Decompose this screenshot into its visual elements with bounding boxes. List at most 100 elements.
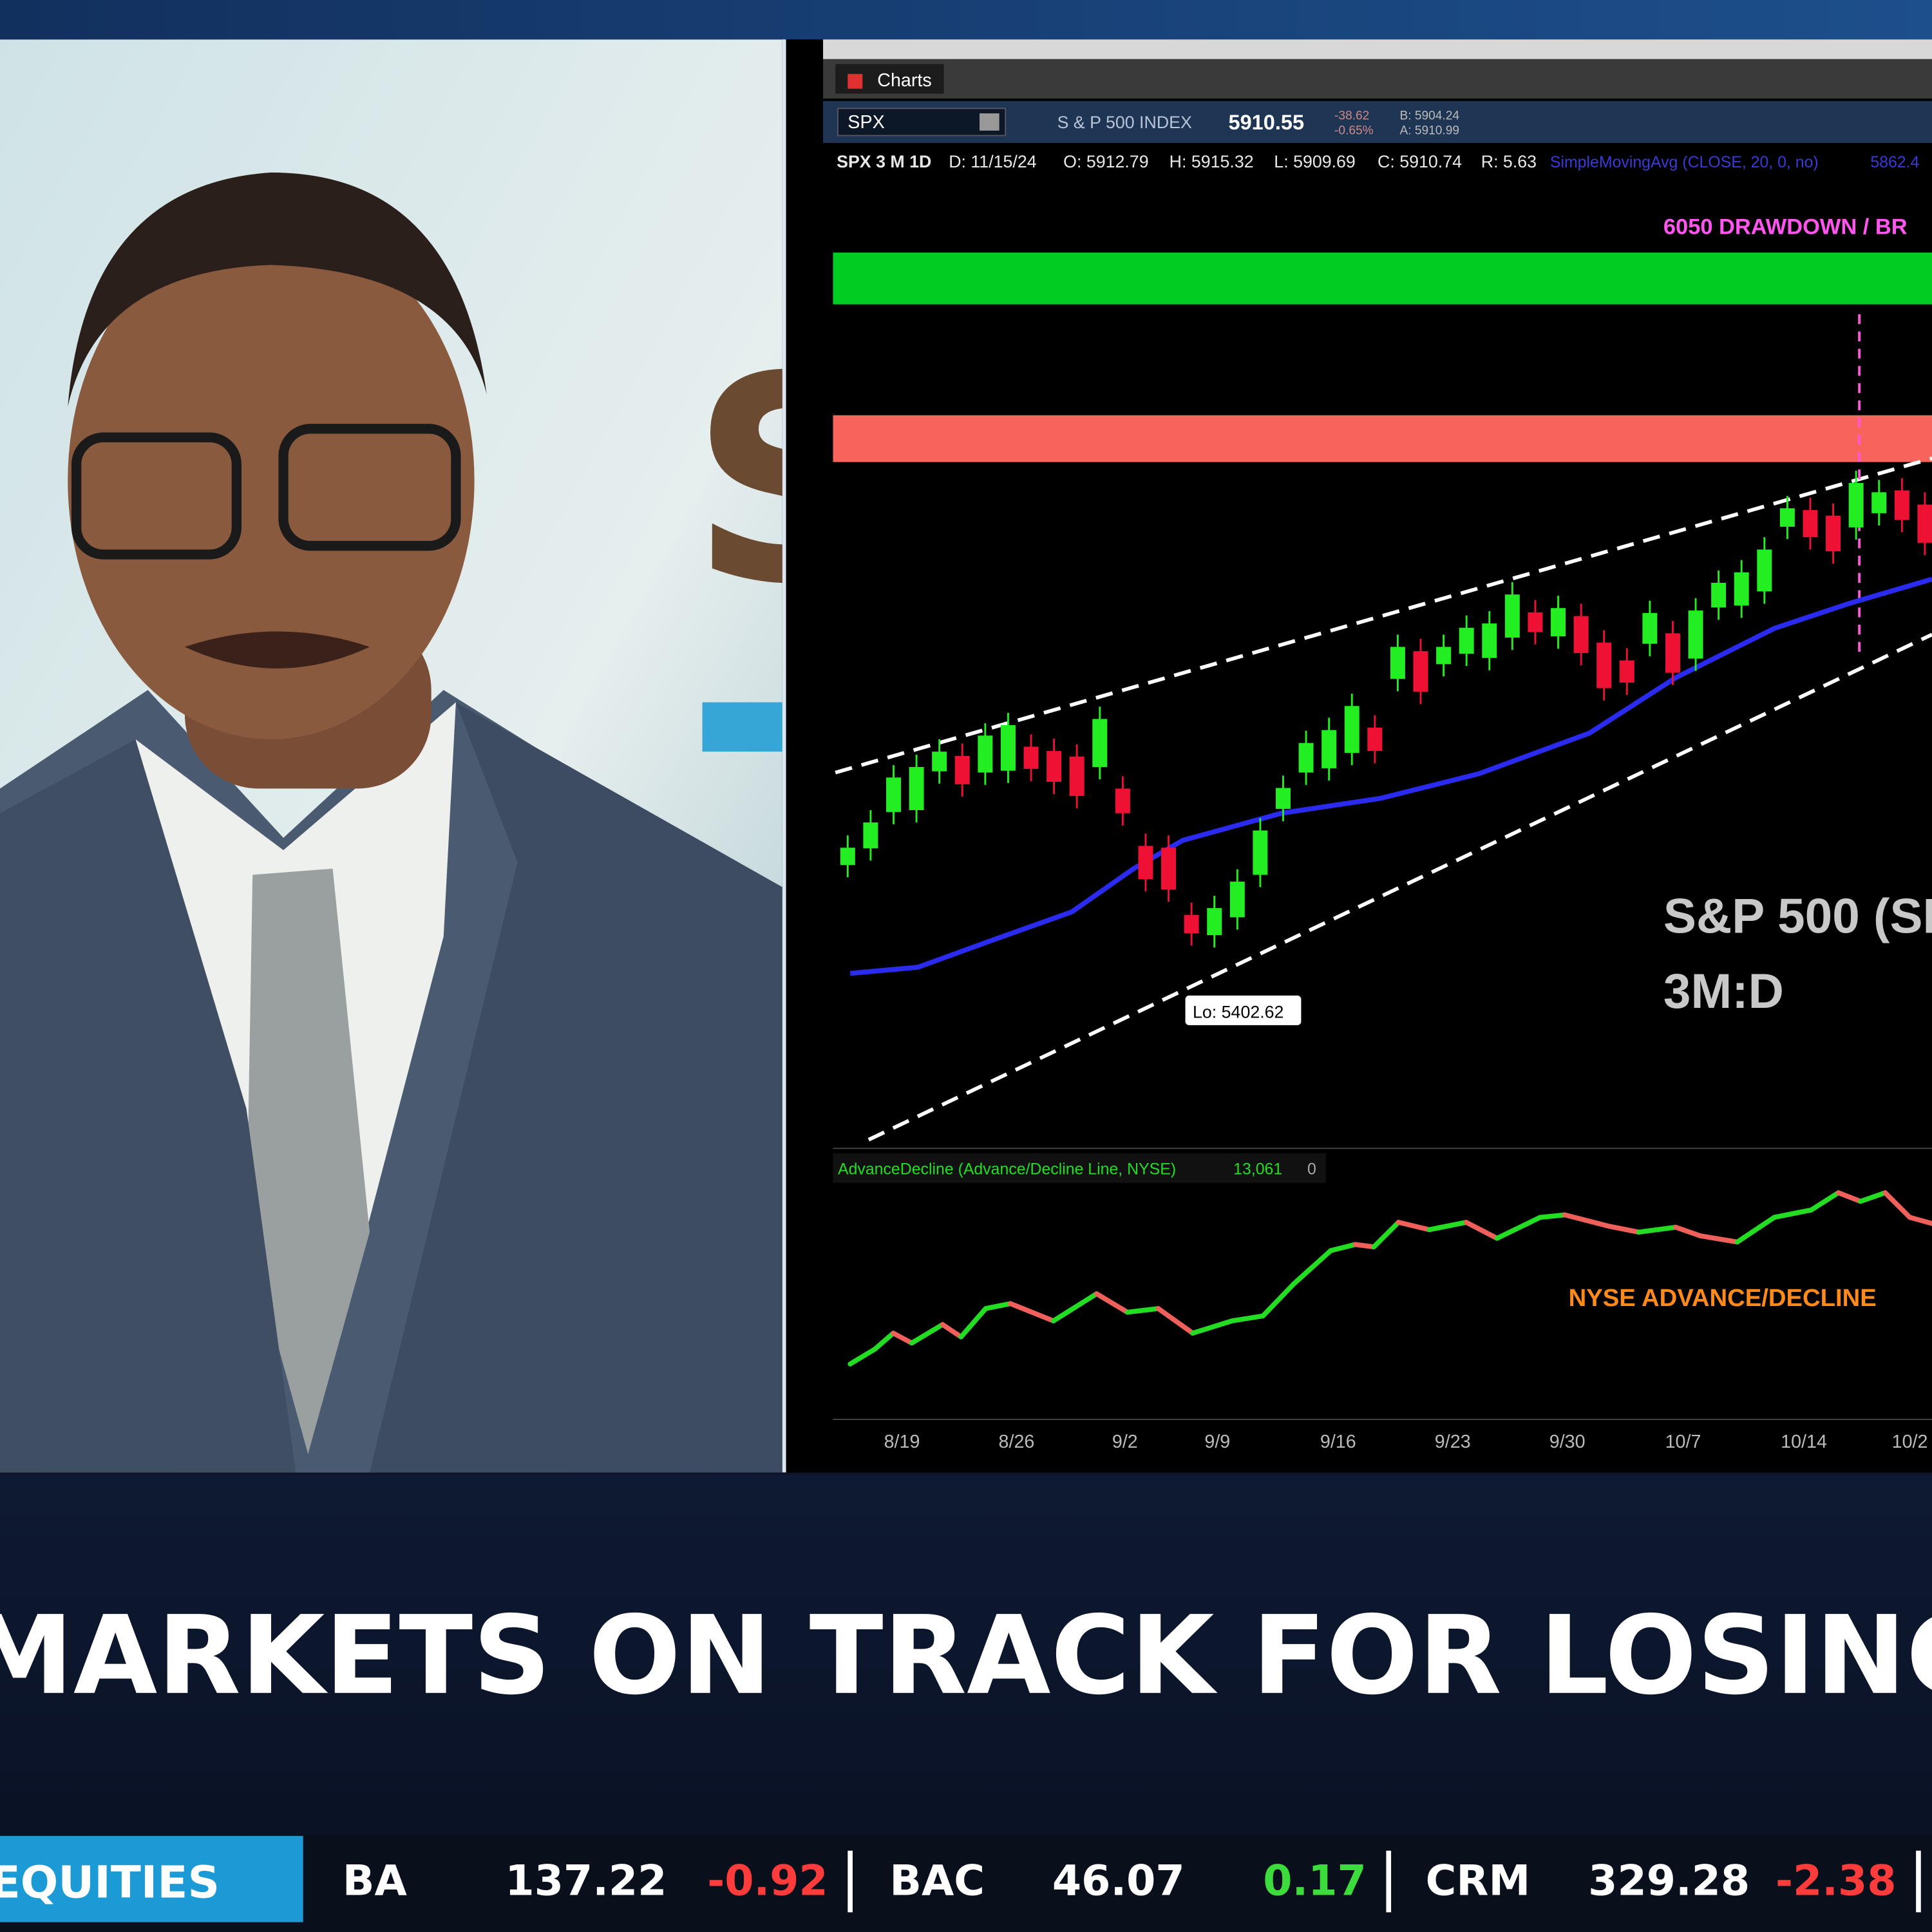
x-tick-label: 9/30 — [1549, 1432, 1586, 1452]
instrument-name: S & P 500 INDEX — [1057, 113, 1192, 132]
charts-icon — [848, 73, 863, 89]
info-field: O: 5912.79 — [1063, 152, 1148, 171]
candle-body — [1092, 719, 1108, 768]
candle-body — [1275, 788, 1291, 810]
ad-segment — [1835, 1190, 1863, 1204]
symbol: SPX — [848, 112, 884, 133]
bid: B: 5904.24 — [1399, 109, 1459, 123]
chart-id: SPX 3 M 1D — [837, 152, 931, 171]
x-tick-label: 9/23 — [1435, 1432, 1471, 1452]
info-field: R: 5.63 — [1481, 152, 1537, 171]
ad-zero: 0 — [1307, 1160, 1316, 1178]
candle-body — [1161, 848, 1177, 890]
ad-line — [848, 1190, 1932, 1367]
ad-segment — [1051, 1291, 1099, 1323]
candle-body — [1826, 515, 1841, 552]
tie — [246, 868, 370, 1454]
candle-body — [1482, 623, 1497, 658]
lower-third — [0, 1475, 1932, 1835]
ad-segment — [1155, 1306, 1195, 1336]
candle-body — [840, 848, 855, 866]
chart-label: S&P 500 (SP — [1663, 889, 1932, 943]
ticker-section-label: EQUITIES — [0, 1857, 220, 1908]
upper-trendline — [835, 456, 1932, 775]
candle-body — [1023, 746, 1039, 769]
ticker-price: 46.07 — [1052, 1857, 1185, 1906]
ticker-bar — [0, 1834, 1932, 1932]
ad-segment — [1882, 1190, 1913, 1220]
candle-body — [1528, 612, 1543, 632]
chart-info: SPX 3 M 1D D: 11/15/24 O: 5912.79 H: 5915.3… — [837, 152, 1537, 171]
candle-body — [1779, 508, 1795, 527]
ad-segment — [1352, 1242, 1377, 1250]
symbol-box[interactable] — [837, 108, 1007, 137]
candle-body — [909, 767, 924, 810]
candle-body — [1046, 751, 1062, 782]
ticker-change: 0.17 — [1263, 1857, 1366, 1906]
candle-body — [1207, 908, 1222, 936]
candle-body — [1803, 510, 1818, 538]
ad-segment — [1698, 1233, 1740, 1245]
ticker-symbol: CRM — [1426, 1857, 1531, 1906]
ad-segment — [1605, 1223, 1642, 1235]
ad-segment — [1808, 1190, 1841, 1213]
candle-body — [863, 822, 878, 849]
symbol-dropdown[interactable] — [980, 113, 999, 131]
candle-body — [1642, 612, 1658, 644]
x-tick-label: 8/26 — [999, 1432, 1035, 1452]
candle-body — [1436, 647, 1452, 665]
ad-segment — [983, 1301, 1013, 1311]
ticker-items: BA 137.22 -0.92 BAC 46.07 0.17 CRM 329.28 -2.38 — [343, 1850, 1921, 1913]
wall-logo-accent — [702, 702, 782, 752]
ad-segment — [1907, 1215, 1932, 1226]
ad-value: 13,061 — [1233, 1160, 1282, 1178]
candle-body — [1711, 582, 1727, 608]
ad-segment — [848, 1347, 878, 1367]
candle-body — [1298, 743, 1314, 773]
ticker-change: -2.38 — [1776, 1857, 1897, 1906]
divider — [782, 39, 786, 1473]
info-field: L: 5909.69 — [1274, 152, 1356, 171]
ticker-separator — [1386, 1850, 1392, 1913]
candle-body — [1115, 788, 1130, 813]
pct-change: -0.65% — [1334, 124, 1374, 138]
ad-segment — [1229, 1313, 1265, 1323]
candle-body — [1871, 492, 1887, 513]
ticker-separator — [848, 1850, 853, 1913]
info-field: H: 5915.32 — [1170, 152, 1254, 171]
ad-segment — [958, 1306, 989, 1340]
ad-segment — [1260, 1281, 1296, 1319]
ad-segment — [1673, 1224, 1703, 1238]
ad-segment — [1426, 1220, 1469, 1233]
headline: MARKETS ON TRACK FOR LOSING WEEK — [0, 1593, 1932, 1719]
candle-body — [1390, 647, 1405, 679]
presenter-video: S — [0, 39, 782, 1473]
info-field: C: 5910.74 — [1378, 152, 1462, 171]
tab-bar — [823, 59, 1932, 99]
candle-body — [1000, 724, 1016, 771]
lapel-right — [369, 702, 782, 1473]
candle-body — [1184, 914, 1199, 934]
candle-body — [1253, 830, 1268, 875]
timeframe-label: 3M:D — [1663, 964, 1784, 1019]
ad-segment — [940, 1321, 964, 1340]
ad-title: AdvanceDecline (Advance/Decline Line, NY… — [838, 1160, 1176, 1178]
window-titlebar — [823, 39, 1932, 59]
quote-bar — [823, 100, 1932, 143]
ad-segment — [1537, 1212, 1567, 1220]
face — [68, 222, 475, 739]
candle-body — [1069, 756, 1084, 796]
candle-body — [978, 735, 993, 773]
ticker-section — [0, 1835, 303, 1922]
x-tick-label: 10/7 — [1665, 1432, 1701, 1452]
candle-body — [1573, 616, 1589, 654]
ad-segment — [1562, 1212, 1611, 1229]
ad-segment — [1494, 1215, 1543, 1241]
study-title: SimpleMovingAvg (CLOSE, 20, 0, no) — [1550, 153, 1819, 171]
candle-body — [1734, 572, 1749, 606]
x-tick-label: 9/2 — [1112, 1432, 1138, 1452]
candle-body — [932, 752, 947, 772]
ad-segment — [1858, 1190, 1888, 1204]
